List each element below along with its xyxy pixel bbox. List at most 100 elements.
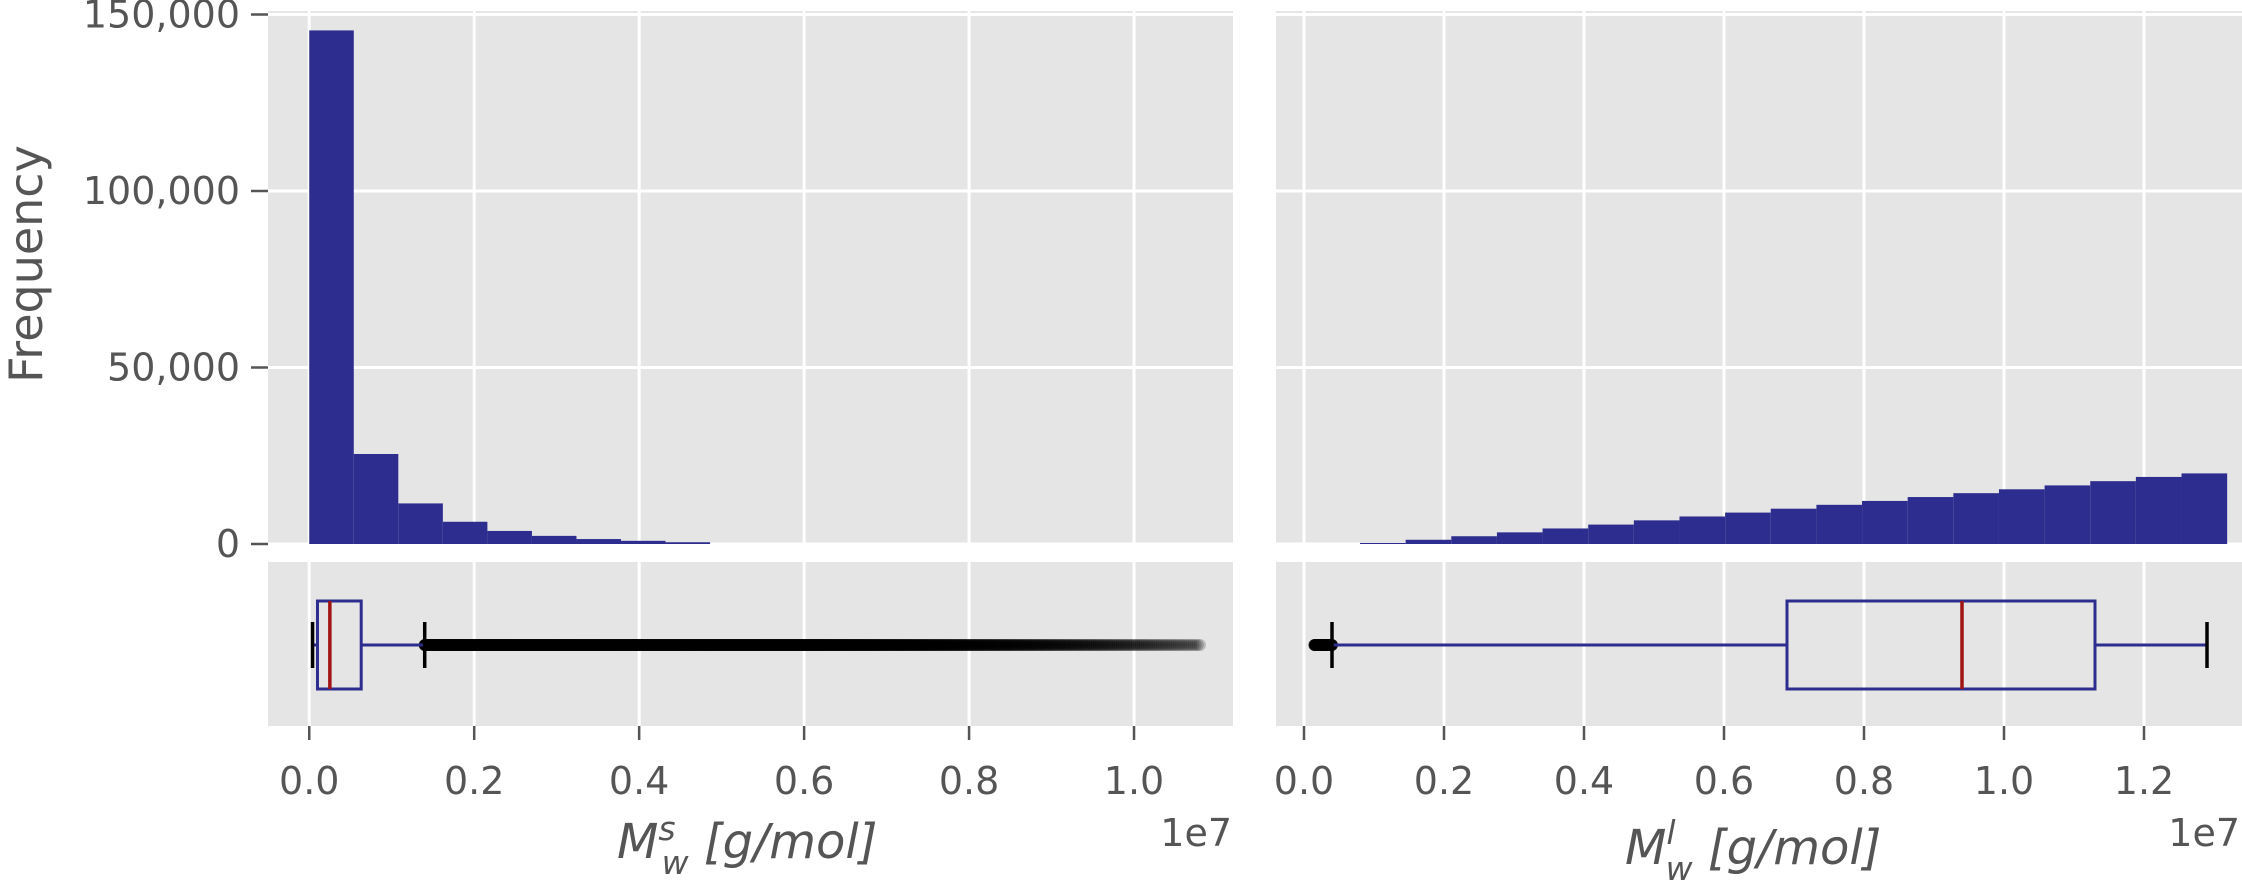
left-boxplot-flier bbox=[1177, 639, 1190, 651]
right-histogram-bar bbox=[1496, 532, 1543, 544]
left-boxplot-flier bbox=[1103, 639, 1116, 651]
grid-lines bbox=[268, 11, 2242, 726]
left-boxplot-flier bbox=[1162, 639, 1175, 651]
left-boxplot-flier bbox=[1164, 639, 1177, 651]
left-boxplot-flier bbox=[1078, 639, 1091, 651]
left-boxplot-flier bbox=[1124, 639, 1137, 651]
left-boxplot-flier bbox=[1038, 639, 1051, 651]
right-histogram-bar bbox=[1725, 512, 1771, 544]
right-histogram-panel bbox=[1276, 11, 2242, 544]
left-boxplot-flier bbox=[1071, 639, 1084, 651]
left-x-tick-label: 0.2 bbox=[444, 759, 504, 803]
left-boxplot-flier bbox=[1166, 639, 1179, 651]
left-boxplot-flier bbox=[1053, 639, 1066, 651]
left-boxplot-flier bbox=[1120, 639, 1133, 651]
left-boxplot-flier bbox=[1105, 639, 1118, 651]
right-x-tick-label: 0.4 bbox=[1554, 759, 1614, 803]
left-boxplot-flier bbox=[1174, 639, 1187, 651]
left-histogram-bar bbox=[487, 530, 532, 544]
right-boxplot-box bbox=[1785, 599, 2097, 691]
left-x-tick-label: 0.8 bbox=[939, 759, 999, 803]
left-boxplot-flier bbox=[1099, 639, 1112, 651]
left-boxplot-flier bbox=[1145, 639, 1158, 651]
left-boxplot-flier bbox=[1134, 639, 1147, 651]
left-boxplot-flier bbox=[1080, 639, 1093, 651]
left-boxplot-flier bbox=[1082, 639, 1095, 651]
right-x-tick-label: 0.2 bbox=[1414, 759, 1474, 803]
left-boxplot-flier bbox=[1084, 639, 1097, 651]
right-histogram-bar bbox=[2181, 473, 2228, 544]
left-boxplot-flier bbox=[1018, 639, 1031, 651]
left-histogram-panel bbox=[268, 11, 1233, 544]
left-boxplot-flier bbox=[1034, 639, 1047, 651]
box-plots bbox=[310, 599, 2209, 691]
left-boxplot-flier bbox=[1151, 639, 1164, 651]
left-boxplot-flier bbox=[1141, 639, 1154, 651]
left-boxplot-flier bbox=[1042, 639, 1055, 651]
left-boxplot-flier bbox=[1149, 639, 1162, 651]
left-boxplot-flier bbox=[1130, 639, 1143, 651]
left-boxplot-flier bbox=[1155, 639, 1168, 651]
left-boxplot-flier bbox=[1183, 639, 1196, 651]
left-boxplot-flier bbox=[1194, 639, 1207, 651]
left-boxplot-flier bbox=[1061, 639, 1074, 651]
left-boxplot-flier bbox=[1051, 639, 1064, 651]
histogram-bars bbox=[309, 30, 2228, 545]
left-histogram-bar bbox=[353, 453, 399, 544]
right-x-label-superscript: l bbox=[1666, 813, 1675, 852]
left-x-tick-label: 1.0 bbox=[1104, 759, 1164, 803]
left-boxplot-flier bbox=[1189, 639, 1202, 651]
left-boxplot-flier bbox=[1049, 639, 1062, 651]
y-axis-label: Frequency bbox=[0, 145, 53, 383]
left-boxplot-flier bbox=[1040, 639, 1053, 651]
right-x-tick-label: 1.2 bbox=[2114, 759, 2174, 803]
left-boxplot-flier bbox=[1179, 639, 1192, 651]
left-boxplot-flier bbox=[1088, 639, 1101, 651]
left-boxplot-flier bbox=[1170, 639, 1183, 651]
y-tick-label: 0 bbox=[216, 522, 240, 566]
left-boxplot-flier bbox=[1032, 639, 1045, 651]
left-boxplot-flier bbox=[1076, 639, 1089, 651]
left-boxplot-flier bbox=[1094, 639, 1107, 651]
right-x-label-subscript: w bbox=[1666, 849, 1694, 882]
left-boxplot-flier bbox=[1069, 639, 1082, 651]
left-boxplot-flier bbox=[1030, 639, 1043, 651]
left-histogram-bar bbox=[309, 30, 354, 545]
left-boxplot-flier bbox=[1113, 639, 1126, 651]
left-boxplot-flier bbox=[1022, 639, 1035, 651]
left-x-label-main: M bbox=[617, 814, 658, 870]
left-boxplot-flier bbox=[1092, 639, 1105, 651]
left-boxplot-flier bbox=[1128, 639, 1141, 651]
left-boxplot-flier bbox=[1181, 639, 1194, 651]
left-boxplot-flier bbox=[1122, 639, 1135, 651]
right-histogram-bar bbox=[1816, 504, 1863, 544]
right-histogram-bar bbox=[1862, 500, 1908, 544]
left-x-tick-label: 0.0 bbox=[279, 759, 339, 803]
left-x-label-subscript: w bbox=[662, 843, 690, 882]
left-boxplot-flier bbox=[1063, 639, 1076, 651]
left-boxplot-flier bbox=[1187, 639, 1200, 651]
left-x-label-units: [g/mol] bbox=[689, 814, 878, 870]
left-boxplot-flier bbox=[1191, 639, 1204, 651]
right-histogram-bar bbox=[1451, 536, 1497, 544]
left-histogram-bar bbox=[665, 542, 711, 544]
left-boxplot-flier bbox=[1057, 639, 1070, 651]
left-boxplot-flier bbox=[1126, 639, 1139, 651]
tick-marks bbox=[251, 13, 2146, 740]
left-histogram-bar bbox=[442, 521, 488, 544]
left-boxplot-flier bbox=[1059, 639, 1072, 651]
left-boxplot-flier bbox=[1111, 639, 1124, 651]
left-x-tick-label: 0.4 bbox=[609, 759, 669, 803]
left-boxplot-flier bbox=[1109, 639, 1122, 651]
left-boxplot-flier bbox=[1026, 639, 1039, 651]
right-histogram-bar bbox=[1770, 508, 1817, 544]
left-boxplot-flier bbox=[1153, 639, 1166, 651]
y-tick-label: 50,000 bbox=[107, 346, 240, 390]
left-boxplot-flier bbox=[1115, 639, 1128, 651]
left-boxplot-flier bbox=[1086, 639, 1099, 651]
left-boxplot-flier bbox=[1136, 639, 1149, 651]
right-histogram-bar bbox=[1405, 539, 1452, 544]
right-x-label-main: M bbox=[1625, 820, 1666, 876]
right-x-tick-label: 0.8 bbox=[1834, 759, 1894, 803]
left-boxplot-flier bbox=[1101, 639, 1114, 651]
